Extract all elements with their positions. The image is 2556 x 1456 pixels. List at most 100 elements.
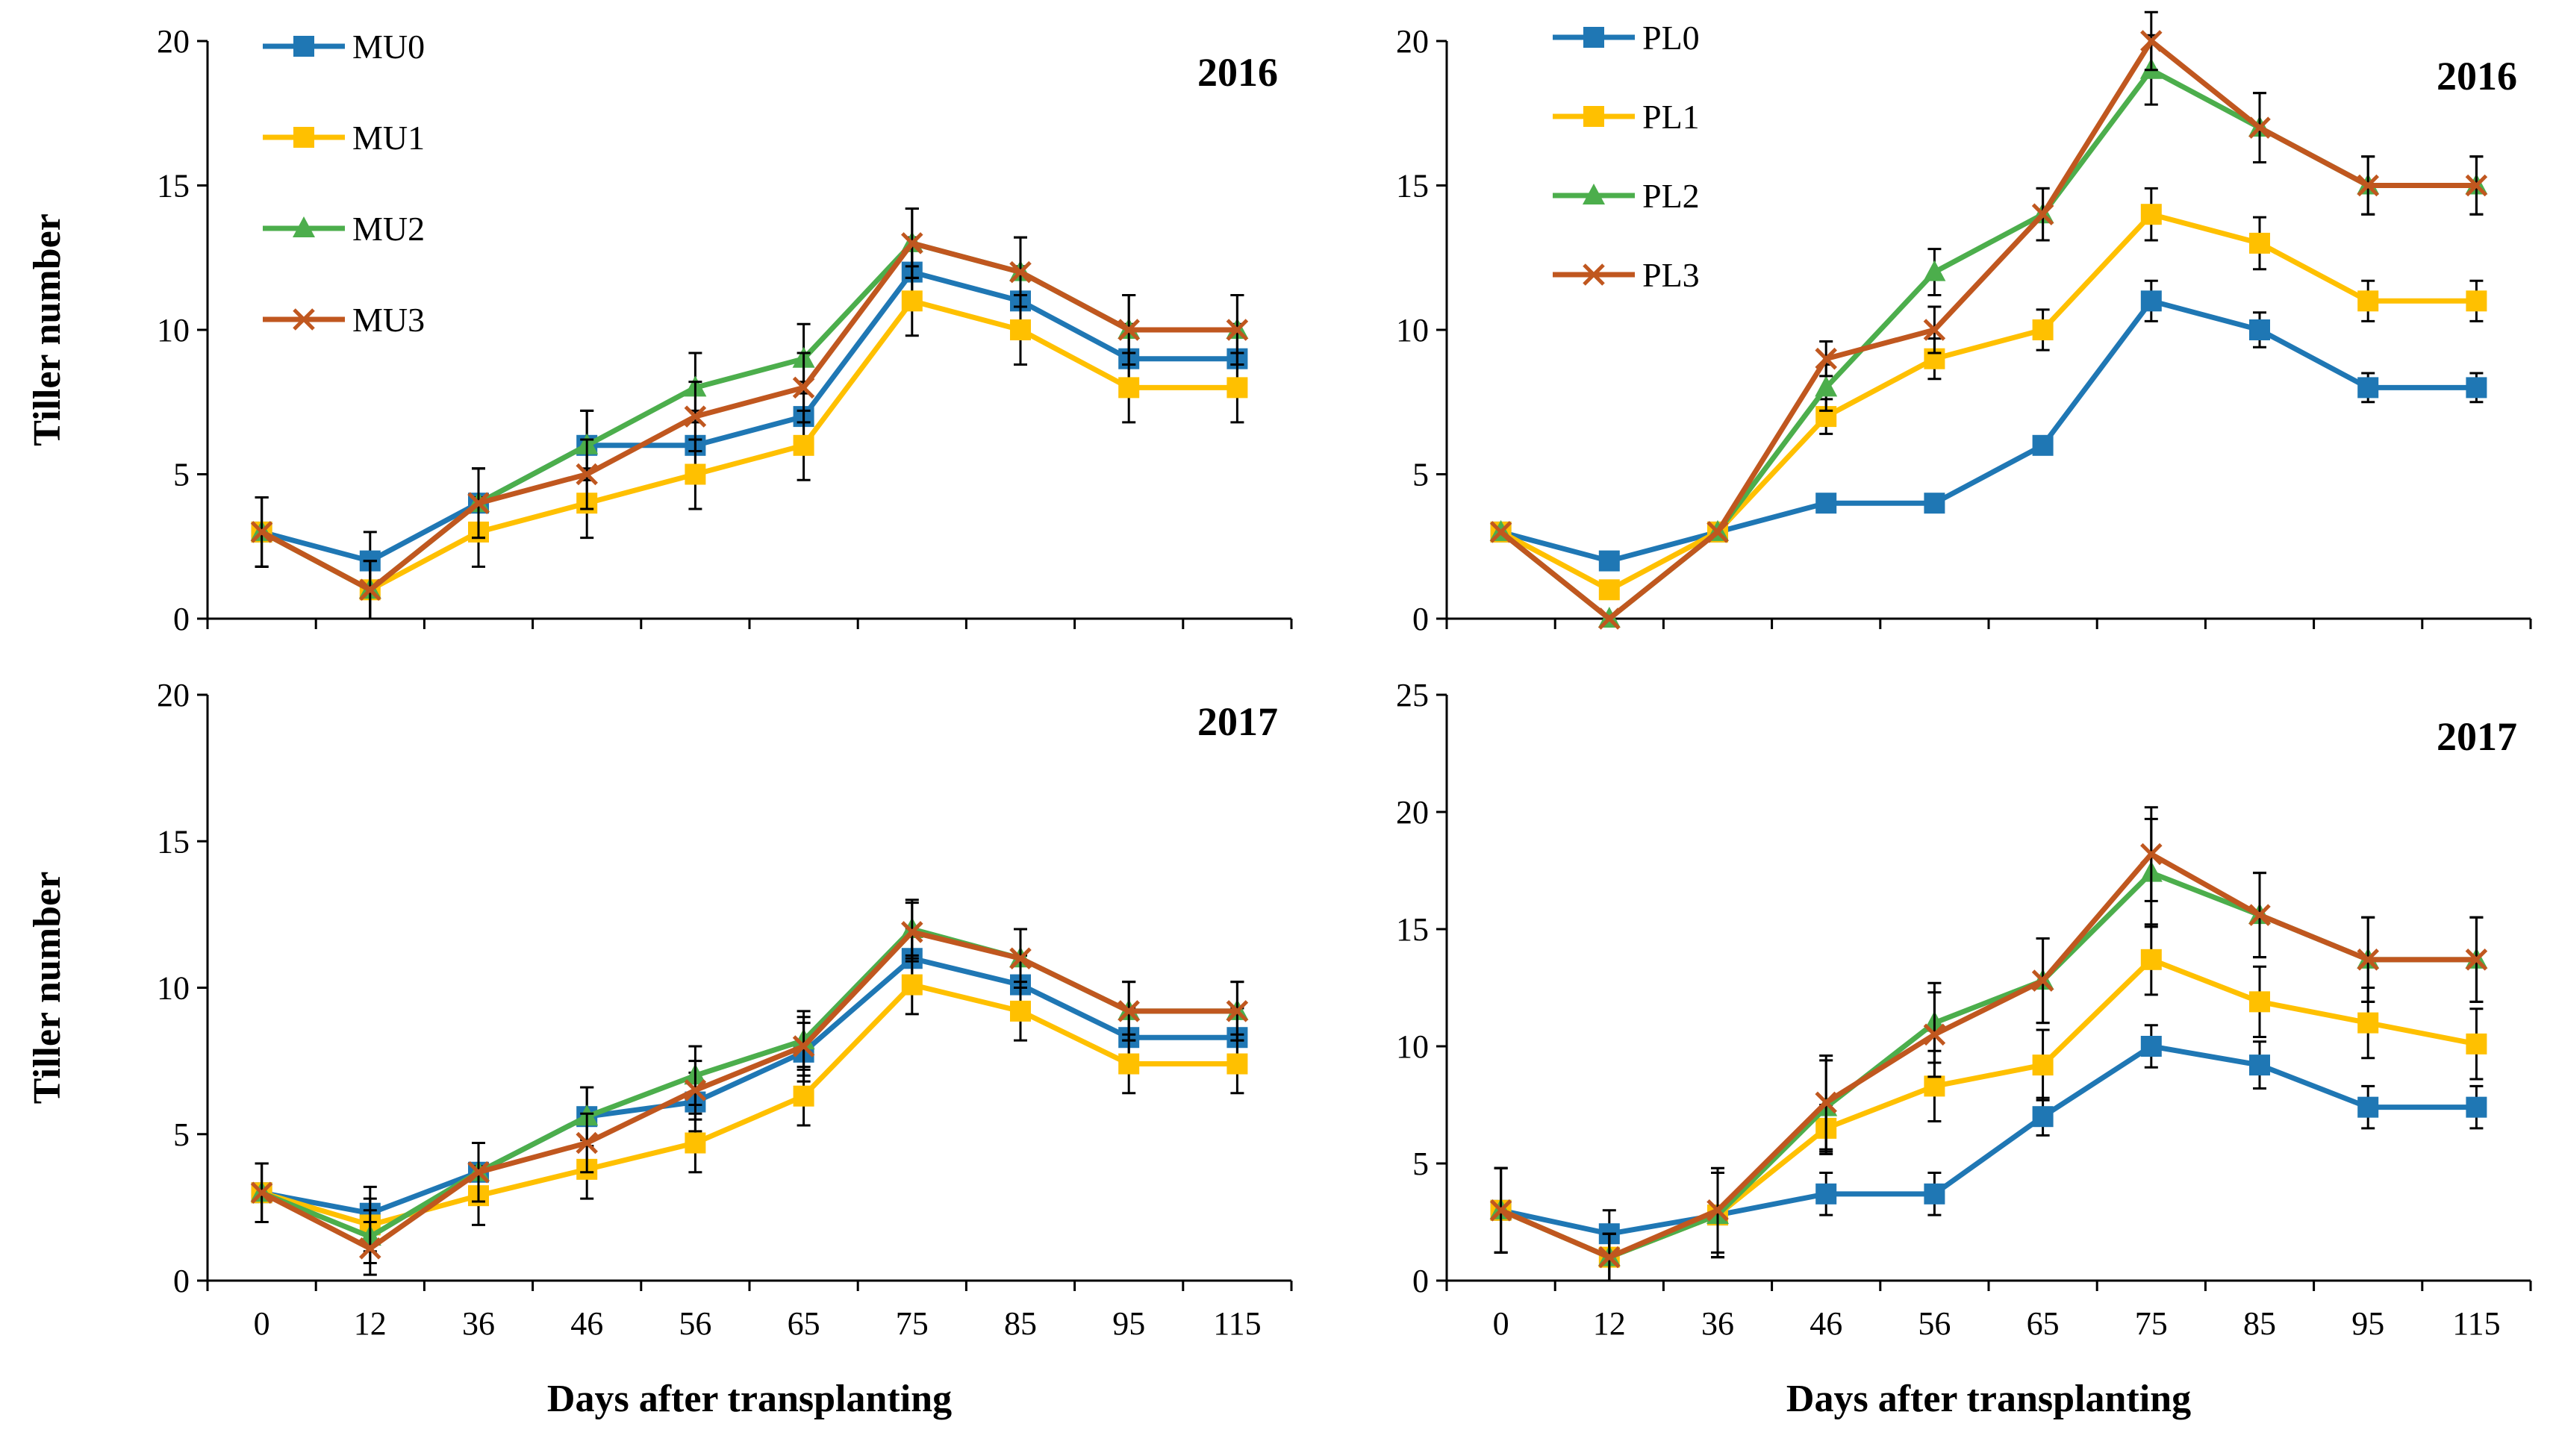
- legend-label: MU3: [352, 301, 425, 339]
- data-point: [2248, 116, 2271, 139]
- data-point: [1598, 607, 1621, 630]
- data-point: [1010, 1000, 1031, 1022]
- x-tick-label: 46: [570, 1305, 603, 1342]
- chart-title: 2017: [2437, 714, 2517, 759]
- data-point: [1924, 1183, 1945, 1205]
- series-pl0: [1490, 279, 2487, 572]
- chart-pl-2017: 0 5 10 15 20 25 0 12 36 46 56 65 75 85 95 115 2017 Days a…: [1396, 677, 2532, 1420]
- legend-label: MU1: [352, 119, 425, 157]
- x-tick-label: 115: [2452, 1305, 2500, 1342]
- series-line: [1499, 211, 2477, 593]
- data-point: [1009, 260, 1032, 284]
- data-point: [467, 1161, 490, 1184]
- data-point: [792, 376, 815, 399]
- data-point: [793, 1085, 814, 1107]
- chart-mu-2017: 0 5 10 15 20 0 12 36 46 56 65 75 85 95 115 2017 Tiller n…: [26, 677, 1293, 1420]
- series-mu2: [250, 207, 1249, 620]
- legend-label: PL0: [1642, 19, 1700, 57]
- x-tick-label: 75: [2135, 1305, 2168, 1342]
- data-point: [1489, 1199, 1512, 1222]
- series-line: [261, 955, 1238, 1216]
- data-point: [901, 290, 923, 312]
- data-point: [2465, 949, 2488, 971]
- data-point: [1815, 1183, 1837, 1205]
- x-tick-label: 56: [679, 1305, 711, 1342]
- y-tick-label: 15: [1396, 168, 1429, 204]
- y-tick-label: 0: [1412, 601, 1429, 637]
- data-point: [2032, 1106, 2054, 1128]
- data-point: [1118, 1053, 1140, 1075]
- data-point: [685, 1132, 706, 1154]
- x-tick-label: 0: [1493, 1305, 1509, 1342]
- legend-item-mu1: MU1: [263, 119, 425, 157]
- series-pl3: [1489, 806, 2488, 1282]
- y-tick-label: 10: [1396, 1028, 1429, 1065]
- series-line: [261, 269, 1238, 564]
- data-point: [2140, 30, 2163, 52]
- x-tick-label: 36: [1701, 1305, 1734, 1342]
- legend-item-mu2: MU2: [263, 210, 425, 248]
- y-tick-label: 25: [1396, 677, 1429, 713]
- data-point: [2032, 1054, 2054, 1076]
- data-point: [684, 405, 707, 428]
- data-point: [2249, 232, 2270, 254]
- data-point: [2249, 991, 2270, 1013]
- data-point: [901, 921, 923, 943]
- legend-label: PL2: [1642, 177, 1700, 215]
- data-point: [1489, 521, 1512, 543]
- x-tick-label: 12: [354, 1305, 387, 1342]
- y-tick-label: 10: [1396, 312, 1429, 349]
- data-point: [2465, 174, 2488, 197]
- data-point: [2357, 290, 2379, 312]
- data-point: [1598, 579, 1620, 601]
- series-pl1: [1490, 187, 2487, 601]
- data-point: [359, 1237, 381, 1260]
- x-axis-label: Days after transplanting: [547, 1378, 952, 1420]
- series-mu3: [250, 207, 1249, 620]
- data-point: [2357, 1096, 2379, 1118]
- data-point: [250, 1181, 273, 1205]
- data-point: [1226, 1000, 1249, 1022]
- y-tick-label: 10: [157, 312, 190, 349]
- data-point: [1118, 1000, 1140, 1022]
- x-tick-label: 95: [2351, 1305, 2384, 1342]
- series-pl2: [1489, 34, 2488, 628]
- legend-marker: [293, 36, 314, 57]
- legend-marker: [1583, 263, 1605, 286]
- legend-item-pl2: PL2: [1553, 177, 1700, 215]
- series-line: [260, 240, 1238, 593]
- data-point: [1815, 375, 1838, 397]
- data-point: [2140, 949, 2162, 970]
- data-point: [467, 492, 490, 514]
- legend-label: PL1: [1642, 98, 1700, 136]
- x-tick-label: 75: [896, 1305, 929, 1342]
- data-point: [1923, 260, 1946, 281]
- series-mu0: [251, 928, 1248, 1241]
- chart-title: 2017: [1197, 699, 1278, 744]
- legend-item-pl1: PL1: [1553, 98, 1700, 136]
- series-mu0: [251, 236, 1248, 591]
- legend-item-mu0: MU0: [263, 28, 425, 66]
- x-tick-label: 115: [1213, 1305, 1261, 1342]
- legend-marker: [293, 308, 315, 331]
- data-point: [2031, 203, 2054, 225]
- data-point: [1118, 319, 1140, 341]
- data-point: [1706, 521, 1729, 543]
- legend-marker: [1583, 184, 1605, 204]
- data-point: [1924, 1075, 1945, 1097]
- data-point: [1009, 947, 1032, 970]
- data-point: [1598, 1246, 1621, 1269]
- x-tick-label: 95: [1112, 1305, 1145, 1342]
- y-tick-label: 5: [1412, 457, 1429, 493]
- y-tick-label: 5: [1412, 1146, 1429, 1182]
- y-tick-label: 15: [157, 823, 190, 860]
- series-line: [1500, 298, 2477, 564]
- series-mu1: [251, 954, 1248, 1253]
- data-point: [250, 521, 273, 543]
- chart-title: 2016: [2437, 54, 2517, 99]
- legend-label: MU2: [352, 210, 425, 248]
- data-point: [685, 463, 706, 485]
- data-point: [2357, 949, 2379, 971]
- data-point: [684, 1079, 707, 1102]
